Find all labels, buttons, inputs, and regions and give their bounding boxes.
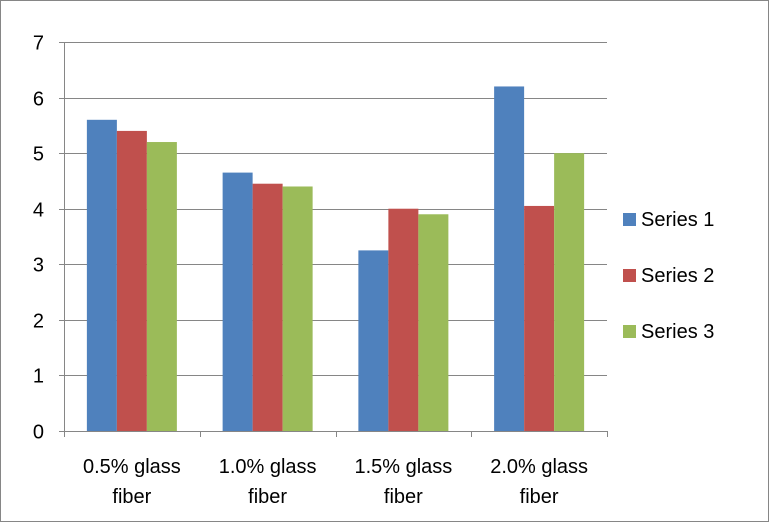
bar-series-1 <box>222 172 253 432</box>
bar-series-3 <box>146 142 177 431</box>
y-tick-labels: 0 1 2 3 4 5 6 7 <box>33 33 44 444</box>
bar-series-2 <box>524 205 555 431</box>
y-tick-label: 1 <box>33 366 44 388</box>
category-label: fiber <box>520 486 559 508</box>
bar-series-3 <box>554 153 585 431</box>
legend-swatch <box>623 325 636 338</box>
y-tick-label: 7 <box>33 33 44 55</box>
y-tick-label: 3 <box>33 255 44 277</box>
y-tick-label: 4 <box>33 200 44 222</box>
bar-series-1 <box>86 119 117 432</box>
bar-series-2 <box>252 183 283 431</box>
bars <box>86 86 585 432</box>
legend-label: Series 3 <box>641 321 714 343</box>
category-label: 1.0% glass <box>219 456 317 478</box>
y-tick-label: 2 <box>33 311 44 333</box>
category-label: fiber <box>112 486 151 508</box>
legend: Series 1 Series 2 Series 3 <box>623 209 714 343</box>
category-label: 0.5% glass <box>83 456 181 478</box>
legend-swatch <box>623 213 636 226</box>
bar-series-3 <box>282 186 313 431</box>
y-tick-label: 6 <box>33 89 44 111</box>
category-label: 1.5% glass <box>354 456 452 478</box>
bar-series-3 <box>418 214 449 431</box>
category-label: fiber <box>384 486 423 508</box>
category-label: fiber <box>248 486 287 508</box>
legend-label: Series 1 <box>641 209 714 231</box>
category-label: 2.0% glass <box>490 456 588 478</box>
category-labels: 0.5% glass fiber 1.0% glass fiber 1.5% glass… <box>83 456 588 508</box>
bar-series-1 <box>358 250 389 431</box>
bar-series-2 <box>116 130 147 431</box>
bar-series-1 <box>494 86 525 431</box>
legend-label: Series 2 <box>641 265 714 287</box>
legend-swatch <box>623 269 636 282</box>
y-tick-label: 0 <box>33 422 44 444</box>
y-tick-label: 5 <box>33 144 44 166</box>
bar-series-2 <box>388 208 419 431</box>
axes <box>59 42 608 437</box>
